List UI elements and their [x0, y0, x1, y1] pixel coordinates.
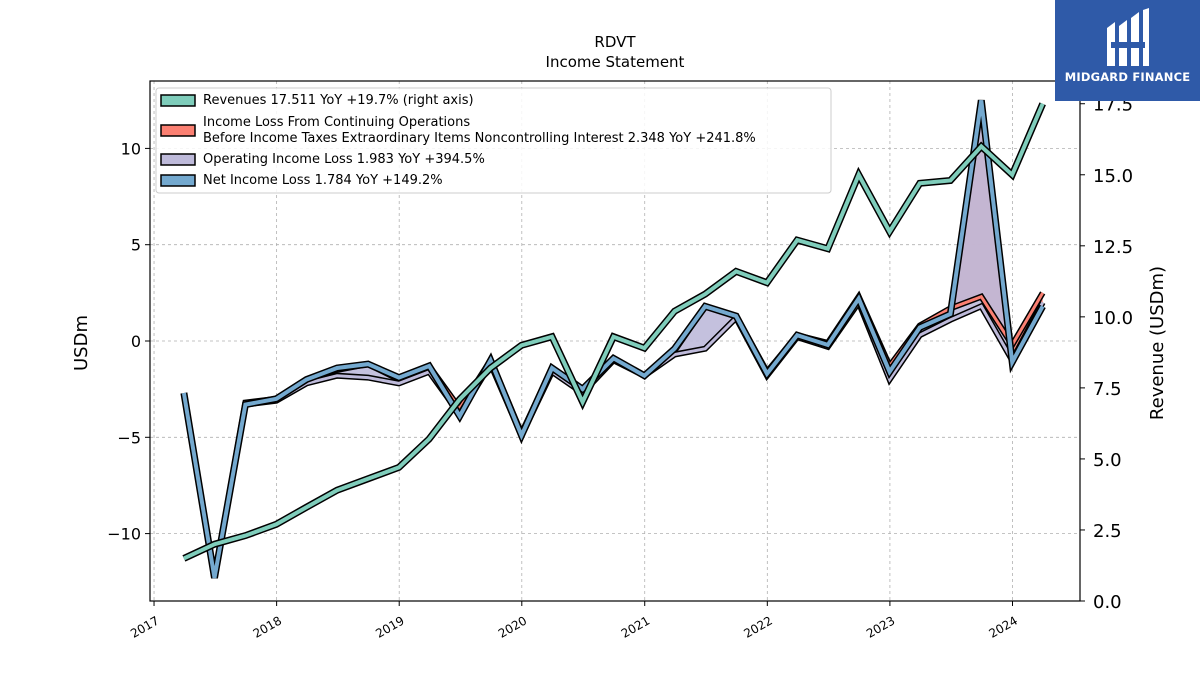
- y-tick-label: 0: [131, 332, 141, 351]
- legend-label: Income Loss From Continuing Operations: [203, 115, 470, 130]
- y-right-tick-label: 10.0: [1093, 308, 1133, 329]
- chart-title: RDVT: [594, 33, 636, 51]
- legend-swatch: [160, 174, 196, 187]
- y-right-tick-label: 2.5: [1093, 521, 1122, 542]
- legend-swatch: [160, 153, 196, 166]
- y-right-tick-label: 15.0: [1093, 166, 1133, 187]
- x-tick-label: 2021: [619, 613, 652, 640]
- legend-swatch: [160, 124, 196, 137]
- y-right-tick-label: 7.5: [1093, 379, 1122, 400]
- x-tick-label: 2018: [251, 613, 284, 640]
- midgard-logo-icon: [1107, 8, 1149, 66]
- net-income-line: [181, 100, 1045, 579]
- brand-logo: MIDGARD FINANCE: [1055, 0, 1200, 101]
- y-right-tick-label: 12.5: [1093, 237, 1133, 258]
- legend-swatch: [160, 94, 196, 107]
- x-tick-label: 2022: [741, 613, 774, 640]
- legend-box: [155, 87, 832, 194]
- y-right-tick-label: 5.0: [1093, 450, 1122, 471]
- y-tick-label: 5: [131, 236, 141, 255]
- y-axis-label: USDm: [71, 315, 92, 371]
- brand-name: MIDGARD FINANCE: [1064, 70, 1191, 84]
- x-tick-label: 2020: [496, 613, 529, 640]
- y-tick-label: −10: [107, 525, 141, 544]
- x-tick-label: 2017: [128, 613, 161, 640]
- legend-label: Operating Income Loss 1.983 YoY +394.5%: [203, 152, 485, 167]
- y-axis-right-label: Revenue (USDm): [1147, 266, 1168, 420]
- x-tick-label: 2019: [373, 613, 406, 640]
- legend-label: Net Income Loss 1.784 YoY +149.2%: [203, 173, 443, 188]
- x-tick-label: 2023: [864, 613, 897, 640]
- y-tick-label: 10: [121, 139, 141, 158]
- y-tick-label: −5: [117, 428, 141, 447]
- chart-subtitle: Income Statement: [546, 53, 685, 71]
- x-tick-label: 2024: [987, 613, 1020, 640]
- legend-label: Before Income Taxes Extraordinary Items …: [203, 131, 756, 146]
- legend-label: Revenues 17.511 YoY +19.7% (right axis): [203, 93, 474, 108]
- y-right-tick-label: 0.0: [1093, 592, 1122, 613]
- revenues-line: [183, 102, 1045, 561]
